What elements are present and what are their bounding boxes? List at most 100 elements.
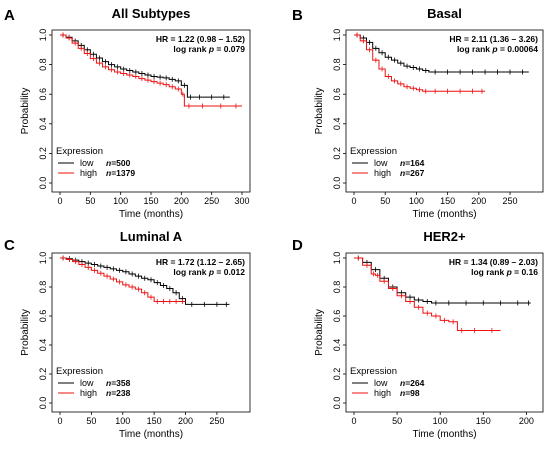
legend-n-symbol: n	[106, 378, 111, 388]
legend-n-symbol: n	[400, 158, 405, 168]
x-tick-label: 200	[471, 196, 486, 206]
panel-letter: D	[292, 237, 303, 254]
plot-frame	[345, 29, 544, 193]
y-axis-label: Probability	[20, 88, 31, 135]
x-tick-label: 0	[57, 196, 62, 206]
logrank-value: = 0.079	[214, 44, 245, 54]
legend-label-high: high	[374, 168, 391, 178]
hazard-ratio-text: HR = 1.22 (0.98 – 1.52)	[156, 34, 245, 44]
legend-count-high: n=1379	[106, 168, 135, 178]
legend-title: Expression	[56, 146, 103, 157]
y-tick-label: 0.8	[332, 58, 342, 71]
legend-label-high: high	[80, 388, 97, 398]
legend-label-low: low	[374, 378, 388, 388]
chart-title: All Subtypes	[112, 6, 191, 21]
y-tick-label: 0.6	[332, 310, 342, 323]
y-tick-label: 0.4	[332, 118, 342, 131]
logrank-text: log rank p = 0.00064	[457, 44, 538, 54]
km-curve-high	[60, 257, 186, 302]
plot-frame	[345, 252, 544, 413]
x-tick-label: 150	[143, 196, 158, 206]
y-tick-label: 0.4	[38, 339, 48, 352]
y-tick-label: 1.0	[332, 252, 342, 265]
x-tick-label: 150	[476, 416, 491, 426]
hazard-ratio-text: HR = 2.11 (1.36 – 3.26)	[449, 34, 538, 44]
legend-n-symbol: n	[400, 378, 405, 388]
x-axis-label: Time (months)	[119, 209, 183, 220]
km-panel-a: A All Subtypes 0 50 100 150 200 250 300 0.0 0.2 0.4…	[4, 6, 251, 220]
x-tick-label: 50	[86, 416, 96, 426]
hazard-ratio-text: HR = 1.72 (1.12 – 2.65)	[156, 257, 245, 267]
y-tick-label: 0.4	[332, 339, 342, 352]
legend-label-low: low	[80, 378, 94, 388]
km-curve-high	[354, 34, 486, 92]
panel-letter: A	[4, 7, 15, 24]
legend-label-low: low	[80, 158, 94, 168]
legend-title: Expression	[350, 146, 397, 157]
km-curve-low	[354, 34, 529, 73]
x-tick-label: 200	[174, 196, 189, 206]
legend-n-symbol: n	[400, 168, 405, 178]
legend-label-low: low	[374, 158, 388, 168]
y-tick-label: 0.2	[38, 147, 48, 160]
hazard-ratio-text: HR = 1.34 (0.89 – 2.03)	[449, 257, 538, 267]
legend-count-low: n=358	[106, 378, 131, 388]
logrank-p: p	[208, 44, 214, 54]
legend-count-high: n=267	[400, 168, 425, 178]
y-axis-label: Probability	[314, 309, 325, 356]
logrank-value: = 0.012	[214, 267, 245, 277]
legend-n-value: =98	[405, 388, 420, 398]
legend-n-value: =1379	[111, 168, 135, 178]
legend-n-symbol: n	[106, 388, 111, 398]
legend-n-symbol: n	[106, 168, 111, 178]
x-tick-label: 0	[351, 416, 356, 426]
x-tick-label: 0	[57, 416, 62, 426]
x-tick-label: 250	[503, 196, 518, 206]
y-tick-label: 0.8	[332, 281, 342, 294]
logrank-label: log rank	[471, 267, 506, 277]
legend-count-high: n=238	[106, 388, 131, 398]
legend-count-low: n=500	[106, 158, 131, 168]
x-tick-label: 100	[409, 196, 424, 206]
y-tick-label: 1.0	[332, 29, 342, 42]
y-tick-label: 1.0	[38, 252, 48, 265]
x-tick-label: 50	[380, 196, 390, 206]
y-tick-label: 0.2	[38, 368, 48, 381]
logrank-label: log rank	[173, 44, 208, 54]
legend-count-high: n=98	[400, 388, 420, 398]
logrank-p: p	[506, 267, 512, 277]
y-tick-label: 0.8	[38, 281, 48, 294]
panel-letter: C	[4, 237, 15, 254]
x-tick-label: 200	[178, 416, 193, 426]
y-tick-label: 0.0	[38, 177, 48, 190]
legend-n-symbol: n	[106, 158, 111, 168]
x-tick-label: 100	[113, 196, 128, 206]
y-tick-label: 0.6	[38, 310, 48, 323]
y-axis-label: Probability	[20, 309, 31, 356]
x-tick-label: 250	[209, 416, 224, 426]
y-tick-label: 0.0	[332, 397, 342, 410]
logrank-value: = 0.16	[512, 267, 539, 277]
x-axis-label: Time (months)	[412, 209, 476, 220]
chart-title: Luminal A	[120, 229, 183, 244]
x-tick-label: 50	[85, 196, 95, 206]
y-axis-label: Probability	[314, 88, 325, 135]
y-tick-label: 0.0	[38, 397, 48, 410]
km-panel-c: C Luminal A 0 50 100 150 200 250 0.0 0.2 0.4 0.6 0.8…	[4, 229, 251, 440]
x-tick-label: 150	[440, 196, 455, 206]
logrank-label: log rank	[173, 267, 208, 277]
y-tick-label: 0.6	[38, 88, 48, 101]
legend-label-high: high	[80, 168, 97, 178]
chart-title: Basal	[427, 6, 462, 21]
legend-n-value: =164	[405, 158, 424, 168]
logrank-p: p	[208, 267, 214, 277]
y-tick-label: 0.6	[332, 88, 342, 101]
x-tick-label: 200	[519, 416, 534, 426]
legend-label-high: high	[374, 388, 391, 398]
x-axis-label: Time (months)	[119, 429, 183, 440]
km-curve-low	[60, 257, 230, 305]
x-tick-label: 300	[234, 196, 249, 206]
legend-count-low: n=264	[400, 378, 425, 388]
x-tick-label: 50	[392, 416, 402, 426]
